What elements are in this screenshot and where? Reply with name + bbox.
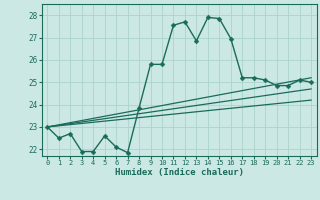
X-axis label: Humidex (Indice chaleur): Humidex (Indice chaleur) xyxy=(115,168,244,177)
